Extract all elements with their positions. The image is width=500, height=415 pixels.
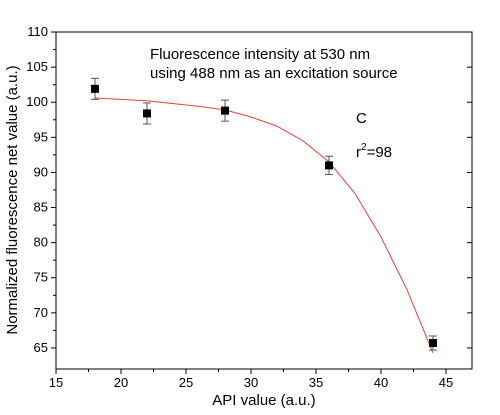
r-squared-sup: 2 — [361, 142, 367, 153]
data-point — [429, 339, 437, 348]
x-tick-label: 15 — [49, 375, 63, 390]
y-tick-label: 65 — [34, 340, 48, 355]
r-squared-base: r — [356, 144, 361, 161]
r-squared-label: r2=98 — [356, 142, 392, 161]
x-tick-label: 20 — [114, 375, 128, 390]
annotation-line-1: Fluorescence intensity at 530 nm — [150, 46, 370, 63]
data-point — [325, 161, 333, 170]
data-point — [143, 109, 151, 118]
x-axis: 15 20 25 30 35 40 45 — [49, 369, 453, 390]
y-tick-label: 95 — [34, 129, 48, 144]
y-tick-label: 110 — [27, 24, 48, 39]
x-tick-label: 40 — [374, 375, 388, 390]
panel-label: C — [356, 110, 367, 127]
y-tick-label: 75 — [34, 270, 48, 285]
x-tick-label: 45 — [439, 375, 453, 390]
data-series — [91, 77, 437, 351]
fit-curve — [94, 97, 434, 354]
y-tick-label: 85 — [34, 200, 48, 215]
annotation-line-2: using 488 nm as an excitation source — [150, 65, 398, 82]
plot-area — [55, 31, 473, 370]
y-tick-label: 100 — [26, 94, 48, 109]
y-tick-label: 70 — [34, 305, 48, 320]
y-axis: 65 70 75 80 85 90 95 100 105 110 — [26, 24, 472, 355]
y-tick-label: 105 — [26, 59, 48, 74]
y-tick-label: 80 — [34, 235, 48, 250]
x-tick-label: 35 — [309, 375, 323, 390]
x-tick-label: 25 — [179, 375, 193, 390]
x-axis-label: API value (a.u.) — [212, 392, 315, 409]
x-tick-label: 30 — [244, 375, 258, 390]
y-axis-label: Normalized fluorescence net value (a.u.) — [4, 65, 21, 334]
data-point — [91, 84, 99, 93]
y-tick-label: 90 — [34, 164, 48, 179]
r-squared-value: =98 — [367, 144, 392, 161]
data-point — [221, 106, 229, 115]
